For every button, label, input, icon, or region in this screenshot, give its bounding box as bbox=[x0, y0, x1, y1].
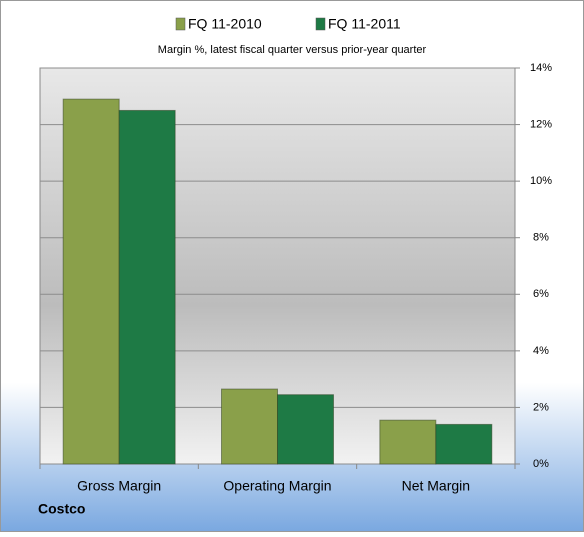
y-tick-label: 4% bbox=[533, 345, 549, 357]
chart-title: Margin %, latest fiscal quarter versus p… bbox=[158, 44, 427, 56]
y-tick-label: 10% bbox=[530, 175, 552, 187]
bar bbox=[277, 394, 334, 465]
bar bbox=[379, 419, 437, 465]
x-tick-label: Operating Margin bbox=[223, 478, 331, 494]
legend-label: FQ 11-2010 bbox=[188, 16, 262, 32]
footer: Costco bbox=[38, 501, 85, 517]
x-tick-label: Gross Margin bbox=[77, 478, 161, 494]
legend-label: FQ 11-2011 bbox=[328, 16, 401, 32]
y-tick-label: 6% bbox=[533, 288, 549, 300]
y-tick-label: 14% bbox=[530, 62, 552, 74]
y-tick-label: 12% bbox=[530, 118, 552, 130]
bar bbox=[62, 98, 120, 465]
x-tick-label: Net Margin bbox=[402, 478, 470, 494]
bar bbox=[118, 109, 176, 465]
bar bbox=[221, 388, 278, 465]
y-tick-label: 8% bbox=[533, 232, 549, 244]
y-tick-label: 2% bbox=[533, 401, 549, 413]
legend-swatch bbox=[315, 17, 326, 31]
y-tick-label: 0% bbox=[533, 458, 549, 470]
legend-swatch bbox=[175, 17, 186, 31]
bar bbox=[435, 423, 493, 465]
